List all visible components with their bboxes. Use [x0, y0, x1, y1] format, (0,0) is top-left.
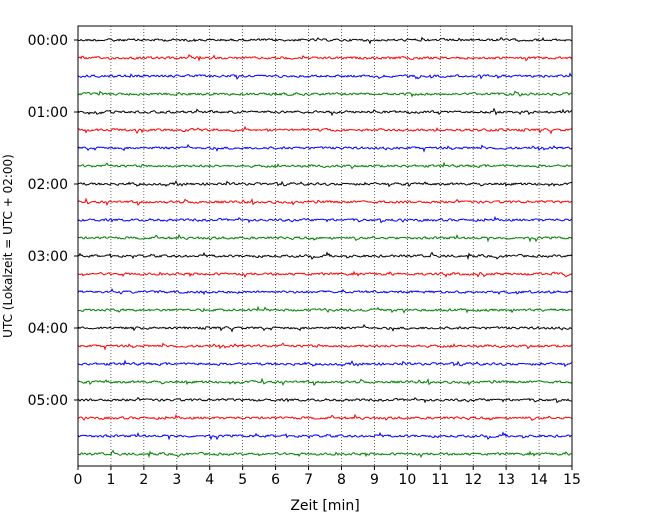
- trace-line: [77, 161, 573, 170]
- x-tick-label: 1: [106, 472, 115, 488]
- vertical-grid: [110, 26, 540, 466]
- trace-line: [77, 233, 573, 243]
- trace-line: [77, 359, 573, 368]
- trace-line: [77, 377, 573, 387]
- x-axis-title: Zeit [min]: [290, 498, 359, 514]
- y-axis-ticks: 00:00 01:00 02:00 03:00 04:00 05:00: [28, 33, 78, 409]
- x-tick-label: 5: [238, 472, 247, 488]
- trace-line: [77, 431, 573, 441]
- trace-line: [77, 305, 573, 314]
- trace-line: [77, 180, 573, 188]
- y-tick-label: 04:00: [28, 321, 68, 337]
- x-tick-label: 0: [74, 472, 83, 488]
- y-tick-label: 01:00: [28, 105, 68, 121]
- x-tick-label: 6: [271, 472, 280, 488]
- x-tick-label: 7: [304, 472, 313, 488]
- x-tick-label: 4: [205, 472, 214, 488]
- y-axis-title: UTC (Lokalzeit = UTC + 02:00): [1, 154, 15, 338]
- trace-line: [77, 72, 573, 80]
- x-tick-label: 8: [337, 472, 346, 488]
- x-axis-ticks: 0 1 2 3 4 5 6 7 8 9 10 11 12 13 14 15: [74, 466, 581, 488]
- trace-line: [77, 53, 573, 62]
- x-tick-label: 2: [139, 472, 148, 488]
- trace-line: [77, 396, 573, 404]
- x-tick-label: 12: [464, 472, 482, 488]
- trace-line: [77, 251, 573, 261]
- y-tick-label: 03:00: [28, 249, 68, 265]
- trace-line: [77, 449, 573, 459]
- y-tick-label: 00:00: [28, 33, 68, 49]
- trace-line: [77, 90, 573, 98]
- x-tick-label: 9: [370, 472, 379, 488]
- trace-line: [77, 215, 573, 224]
- plot-frame: [77, 25, 573, 467]
- trace-line: [77, 323, 573, 333]
- trace-line: [77, 413, 573, 422]
- seismic-traces: [77, 36, 573, 459]
- trace-line: [77, 125, 573, 135]
- trace-line: [77, 36, 573, 45]
- y-tick-label: 05:00: [28, 393, 68, 409]
- trace-line: [77, 107, 573, 117]
- x-tick-label: 13: [497, 472, 515, 488]
- trace-line: [77, 197, 573, 207]
- trace-line: [77, 270, 573, 278]
- y-tick-label: 02:00: [28, 177, 68, 193]
- trace-line: [77, 143, 573, 153]
- x-tick-label: 3: [172, 472, 181, 488]
- x-tick-label: 14: [530, 472, 548, 488]
- x-tick-label: 11: [431, 472, 449, 488]
- x-tick-label: 10: [398, 472, 416, 488]
- trace-line: [77, 342, 573, 351]
- trace-line: [77, 287, 573, 296]
- x-tick-label: 15: [563, 472, 581, 488]
